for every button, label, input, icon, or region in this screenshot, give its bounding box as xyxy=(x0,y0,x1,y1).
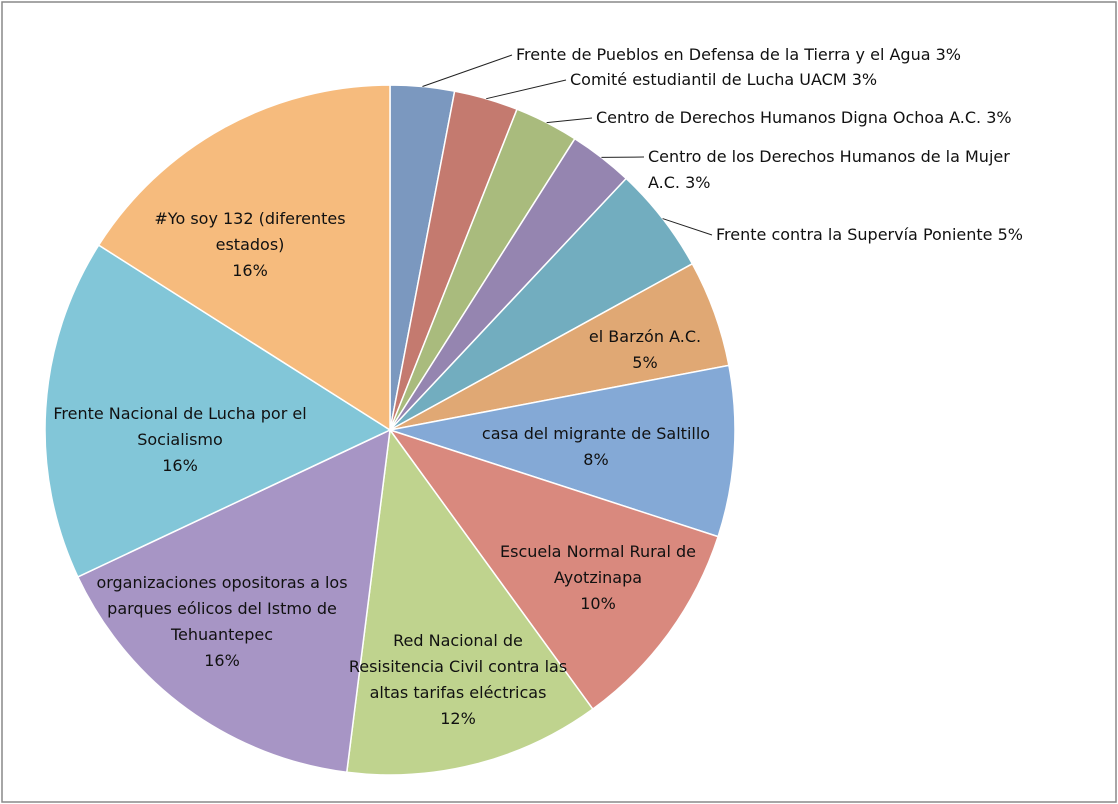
category-label: Escuela Normal Rural de Ayotzinapa xyxy=(500,542,696,587)
slice-label: Frente Nacional de Lucha por el Socialis… xyxy=(40,401,320,479)
value-label: 3% xyxy=(685,173,711,192)
category-label: Comité estudiantil de Lucha UACM xyxy=(570,70,847,89)
slice-label: #Yo soy 132 (diferentes estados) 16% xyxy=(120,206,380,284)
pie-slice xyxy=(345,428,594,776)
leader-line xyxy=(486,79,567,100)
slice-label: Frente contra la Supervía Poniente 5% xyxy=(716,222,1023,248)
leader-line xyxy=(422,54,513,88)
leader-line xyxy=(546,117,593,124)
value-label: 5% xyxy=(632,353,658,372)
slice-label: casa del migrante de Saltillo 8% xyxy=(451,421,741,473)
value-label: 3% xyxy=(986,108,1012,127)
category-label: casa del migrante de Saltillo xyxy=(481,424,711,443)
value-label: 5% xyxy=(997,225,1023,244)
category-label: Frente Nacional de Lucha por el Socialis… xyxy=(53,404,307,449)
category-label: Frente contra la Supervía Poniente xyxy=(716,225,993,244)
category-label: Red Nacional de Resisitencia Civil contr… xyxy=(348,631,568,702)
slice-label: organizaciones opositoras a los parques … xyxy=(72,570,372,674)
slice-label: Centro de Derechos Humanos Digna Ochoa A… xyxy=(596,105,1012,131)
value-label: 10% xyxy=(580,594,616,613)
value-label: 16% xyxy=(204,651,240,670)
slice-label: Comité estudiantil de Lucha UACM 3% xyxy=(570,67,877,93)
category-label: #Yo soy 132 (diferentes estados) xyxy=(154,209,346,254)
slice-label: Red Nacional de Resisitencia Civil contr… xyxy=(348,628,568,732)
value-label: 12% xyxy=(440,709,476,728)
slice-label: el Barzón A.C. 5% xyxy=(570,324,720,376)
value-label: 3% xyxy=(851,70,878,89)
slice-label: Centro de los Derechos Humanos de la Muj… xyxy=(648,144,1028,196)
value-label: 8% xyxy=(583,450,609,469)
pie-slice xyxy=(44,244,392,578)
category-label: Frente de Pueblos en Defensa de la Tierr… xyxy=(516,45,931,64)
pie-slice xyxy=(388,428,720,711)
category-label: organizaciones opositoras a los parques … xyxy=(96,573,348,644)
pie-slice xyxy=(389,364,736,538)
category-label: Centro de los Derechos Humanos de la Muj… xyxy=(648,147,1010,192)
category-label: el Barzón A.C. xyxy=(588,327,702,346)
slice-label: Frente de Pueblos en Defensa de la Tierr… xyxy=(516,42,961,68)
slice-label: Escuela Normal Rural de Ayotzinapa 10% xyxy=(478,539,718,617)
category-label: Centro de Derechos Humanos Digna Ochoa A… xyxy=(596,108,982,127)
value-label: 16% xyxy=(232,261,268,280)
value-label: 3% xyxy=(935,45,961,64)
pie-slice xyxy=(97,84,391,432)
leader-line xyxy=(662,218,713,236)
pie-slice xyxy=(76,428,391,774)
value-label: 16% xyxy=(162,456,198,475)
